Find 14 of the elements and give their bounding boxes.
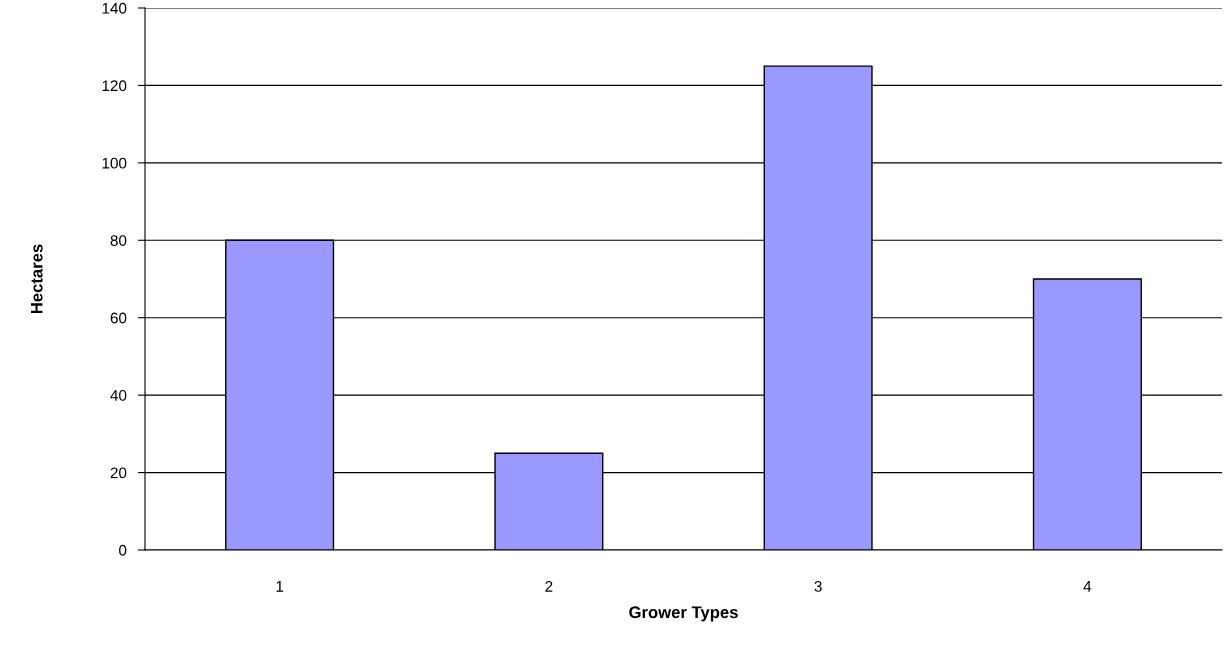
y-tick-label: 140 bbox=[102, 2, 127, 14]
y-tick-label: 120 bbox=[102, 80, 127, 92]
y-tick-label: 60 bbox=[110, 312, 127, 324]
x-tick-label: 2 bbox=[545, 580, 553, 592]
y-tick-label: 0 bbox=[119, 544, 127, 556]
y-tick-label: 40 bbox=[110, 390, 127, 401]
x-tick-label: 3 bbox=[814, 580, 822, 592]
y-tick-label: 80 bbox=[110, 235, 127, 246]
x-axis-title: Grower Types bbox=[629, 606, 738, 622]
y-tick-label: 20 bbox=[110, 467, 127, 479]
x-tick-label: 1 bbox=[276, 581, 284, 592]
y-axis-title: Hectares bbox=[30, 244, 43, 314]
y-tick-label: 100 bbox=[102, 157, 127, 169]
x-tick-label: 4 bbox=[1083, 581, 1092, 592]
